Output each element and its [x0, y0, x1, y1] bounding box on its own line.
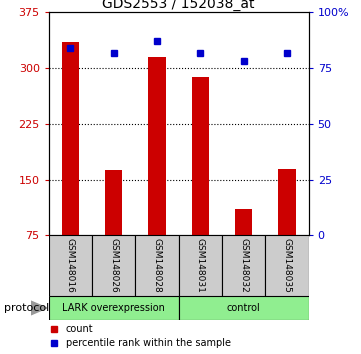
Text: GSM148016: GSM148016: [66, 238, 75, 293]
Text: GSM148035: GSM148035: [283, 238, 291, 293]
Text: GSM148026: GSM148026: [109, 238, 118, 293]
Bar: [265, 235, 309, 296]
Title: GDS2553 / 152038_at: GDS2553 / 152038_at: [103, 0, 255, 11]
Bar: [62, 42, 79, 235]
Text: GSM148032: GSM148032: [239, 238, 248, 293]
Bar: [105, 170, 122, 235]
Text: protocol: protocol: [4, 303, 49, 313]
Bar: [49, 235, 92, 296]
Text: control: control: [227, 303, 261, 313]
Bar: [135, 235, 179, 296]
Bar: [148, 57, 166, 235]
Bar: [49, 296, 179, 320]
Bar: [278, 169, 296, 235]
Bar: [179, 296, 309, 320]
Text: LARK overexpression: LARK overexpression: [62, 303, 165, 313]
Text: GSM148031: GSM148031: [196, 238, 205, 293]
Bar: [179, 235, 222, 296]
Text: percentile rank within the sample: percentile rank within the sample: [66, 338, 231, 348]
Polygon shape: [31, 301, 47, 315]
Bar: [235, 209, 252, 235]
Bar: [192, 77, 209, 235]
Bar: [222, 235, 265, 296]
Bar: [92, 235, 135, 296]
Text: count: count: [66, 324, 93, 334]
Text: GSM148028: GSM148028: [153, 238, 161, 293]
